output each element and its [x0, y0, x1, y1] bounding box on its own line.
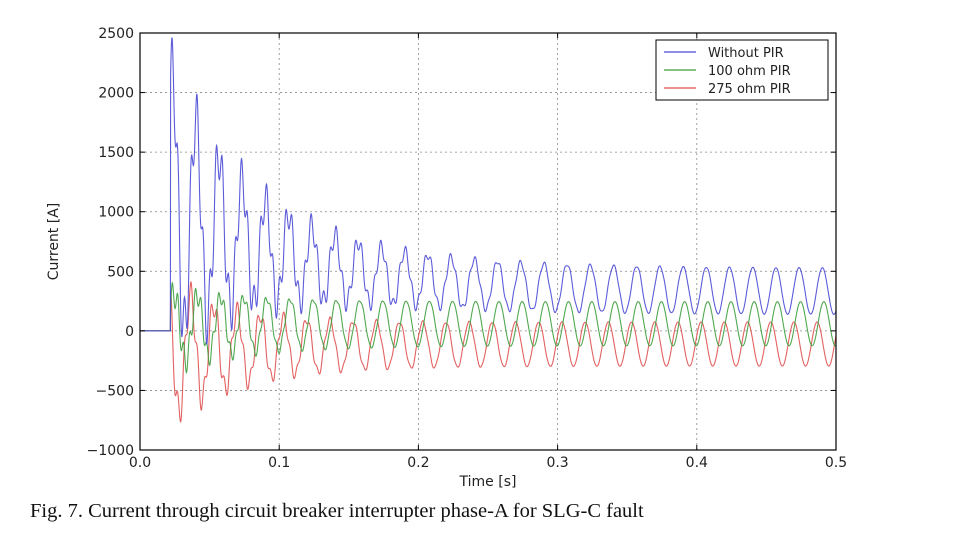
x-tick-label: 0.0 [129, 455, 151, 471]
y-tick-label: −500 [96, 383, 134, 399]
y-tick-label: 500 [107, 264, 134, 280]
x-tick-label: 0.2 [407, 455, 429, 471]
y-tick-label: 1000 [98, 205, 134, 221]
series-line-100-ohm-pir [140, 281, 837, 374]
x-tick-label: 0.5 [825, 455, 847, 471]
legend-label: 275 ohm PIR [708, 82, 791, 97]
legend-label: 100 ohm PIR [708, 64, 791, 79]
y-tick-label: 2000 [98, 86, 134, 102]
y-tick-label: 2500 [98, 26, 134, 42]
y-tick-label: 1500 [98, 145, 134, 161]
x-tick-label: 0.4 [686, 455, 708, 471]
legend: Without PIR 100 ohm PIR 275 ohm PIR [655, 39, 829, 101]
y-tick-label: 0 [125, 324, 134, 340]
x-axis-label: Time [s] [459, 474, 517, 490]
ticks: 0.0 0.1 0.2 0.3 0.4 0.5 −1000 −500 0 500 1000 1500 2… [87, 26, 847, 471]
chart: 0.0 0.1 0.2 0.3 0.4 0.5 −1000 −500 0 500 1000 1500 2… [46, 26, 847, 490]
x-tick-label: 0.1 [268, 455, 290, 471]
legend-label: Without PIR [708, 46, 784, 61]
series-line-without-pir [140, 37, 837, 345]
series-layer [140, 37, 837, 423]
y-axis-label: Current [A] [46, 203, 62, 281]
figure-caption: Fig. 7. Current through circuit breaker … [30, 500, 644, 522]
legend-items: Without PIR 100 ohm PIR 275 ohm PIR [664, 46, 791, 97]
y-tick-label: −1000 [87, 443, 134, 459]
plot-frame [139, 32, 837, 451]
series-line-275-ohm-pir [140, 280, 837, 423]
x-tick-label: 0.3 [546, 455, 568, 471]
